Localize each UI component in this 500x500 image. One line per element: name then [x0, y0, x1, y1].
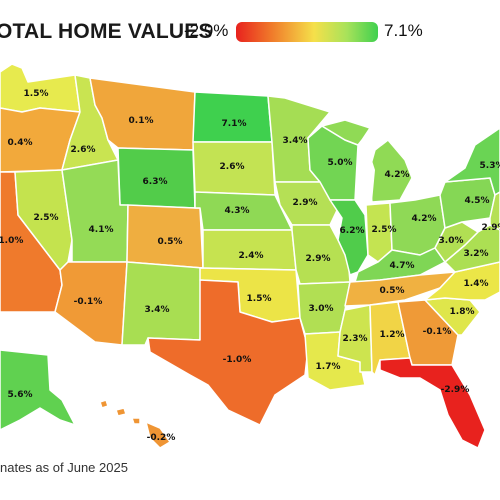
state-hawaii[interactable]	[99, 399, 171, 449]
state-washington[interactable]	[0, 63, 81, 113]
label-oklahoma: 1.5%	[247, 294, 272, 304]
label-washington: 1.5%	[24, 89, 49, 99]
label-ohio: 4.2%	[412, 214, 437, 224]
label-georgia: -0.1%	[423, 327, 452, 337]
label-wisconsin: 5.0%	[328, 158, 353, 168]
label-south-carolina: 1.8%	[450, 307, 475, 317]
label-colorado: 0.5%	[158, 237, 183, 247]
label-arkansas: 3.0%	[309, 304, 334, 314]
label-kentucky: 4.7%	[390, 261, 415, 271]
label-iowa: 2.9%	[293, 198, 318, 208]
legend-color-bar	[236, 22, 378, 42]
label-idaho: 2.6%	[71, 145, 96, 155]
state-alaska[interactable]	[0, 349, 76, 431]
label-michigan: 4.2%	[385, 170, 410, 180]
map-title: OTAL HOME VALUES	[0, 20, 213, 43]
label-texas: -1.0%	[223, 355, 252, 365]
label-new-mexico: 3.4%	[145, 305, 170, 315]
label-missouri: 2.9%	[306, 254, 331, 264]
state-new-jersey[interactable]	[489, 191, 500, 231]
state-texas[interactable]	[147, 279, 309, 426]
state-illinois[interactable]	[329, 199, 369, 276]
label-tennessee: 0.5%	[380, 286, 405, 296]
footnote: nates as of June 2025	[0, 460, 128, 475]
label-mississippi: 2.3%	[343, 334, 368, 344]
label-illinois: 6.2%	[340, 226, 365, 236]
state-colorado[interactable]	[126, 204, 204, 269]
state-kansas[interactable]	[202, 229, 297, 271]
state-utah[interactable]	[61, 159, 129, 263]
state-north-dakota[interactable]	[192, 91, 273, 143]
label-north-dakota: 7.1%	[222, 119, 247, 129]
label-pennsylvania: 4.5%	[465, 196, 490, 206]
label-oregon: 0.4%	[8, 138, 33, 148]
label-alaska: 5.6%	[8, 390, 33, 400]
label-montana: 0.1%	[129, 116, 154, 126]
label-nebraska: 4.3%	[225, 206, 250, 216]
label-new-jersey: 2.9%	[482, 223, 500, 233]
label-virginia: 3.2%	[464, 249, 489, 259]
legend-max-label: 7.1%	[384, 21, 423, 40]
label-west-virginia: 3.0%	[439, 236, 464, 246]
state-new-york[interactable]	[444, 127, 500, 196]
legend-min-label: -2.9%	[184, 21, 229, 40]
state-new-mexico[interactable]	[121, 261, 204, 346]
label-nevada: 2.5%	[34, 213, 59, 223]
label-hawaii: -0.2%	[147, 433, 176, 443]
label-florida: -2.9%	[441, 385, 470, 395]
label-arizona: -0.1%	[74, 297, 103, 307]
label-indiana: 2.5%	[372, 225, 397, 235]
label-kansas: 2.4%	[239, 251, 264, 261]
label-north-carolina: 1.4%	[464, 279, 489, 289]
label-minnesota: 3.4%	[283, 136, 308, 146]
label-alabama: 1.2%	[380, 330, 405, 340]
lake-michigan	[358, 145, 375, 205]
label-louisiana: 1.7%	[316, 362, 341, 372]
label-california: -1.0%	[0, 236, 23, 246]
label-utah: 4.1%	[89, 225, 114, 235]
label-wyoming: 6.3%	[143, 177, 168, 187]
label-south-dakota: 2.6%	[220, 162, 245, 172]
label-new-york: 5.3%	[480, 161, 500, 171]
state-florida[interactable]	[379, 357, 486, 449]
